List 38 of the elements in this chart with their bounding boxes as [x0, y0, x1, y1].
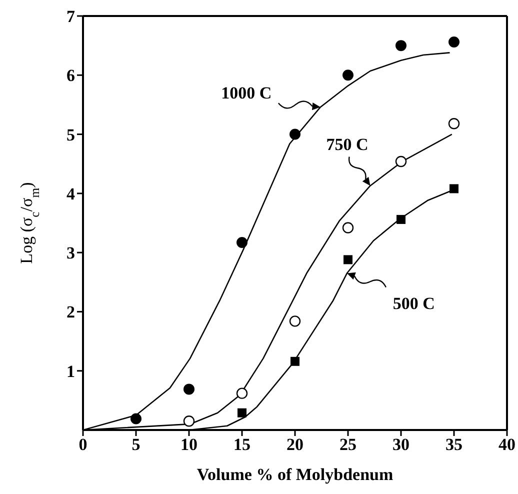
point — [130, 413, 142, 424]
point — [290, 128, 300, 140]
point — [396, 214, 406, 224]
x-tick-label: 5 — [132, 435, 140, 454]
point — [236, 237, 248, 248]
point — [448, 118, 460, 130]
y-tick-label: 6 — [66, 66, 75, 86]
x-tick-label: 40 — [498, 435, 516, 454]
y-tick-label: 1 — [66, 362, 75, 381]
x-tick-label: 25 — [340, 435, 356, 454]
series-label: 750 C — [326, 135, 368, 154]
y-tick-label: 3 — [66, 244, 75, 263]
text: 500 C — [392, 294, 435, 313]
point — [396, 40, 406, 52]
point — [342, 222, 354, 234]
point — [290, 356, 300, 366]
point — [450, 184, 458, 194]
legend-label: 1000 C — [221, 84, 272, 103]
point — [344, 255, 352, 264]
x-tick-label: 30 — [392, 435, 410, 454]
point — [342, 70, 354, 81]
point — [184, 384, 194, 395]
point — [183, 416, 195, 427]
point — [238, 408, 246, 418]
y-tick-label: 5 — [66, 125, 75, 144]
x-tick-label: 10 — [180, 435, 198, 454]
point — [289, 316, 301, 327]
x-axis-title: Volume % of Molybdenum — [196, 465, 394, 484]
y-tick-label: 2 — [66, 302, 75, 322]
x-tick-label: 15 — [234, 435, 250, 454]
x-tick-label: 20 — [286, 435, 304, 454]
x-tick-label: 0 — [78, 435, 88, 454]
point — [448, 36, 460, 48]
y-tick-label: 4 — [66, 184, 76, 204]
point — [236, 388, 248, 399]
point — [395, 156, 407, 168]
x-tick-label: 35 — [446, 435, 462, 454]
y-tick-label: 7 — [66, 7, 76, 26]
